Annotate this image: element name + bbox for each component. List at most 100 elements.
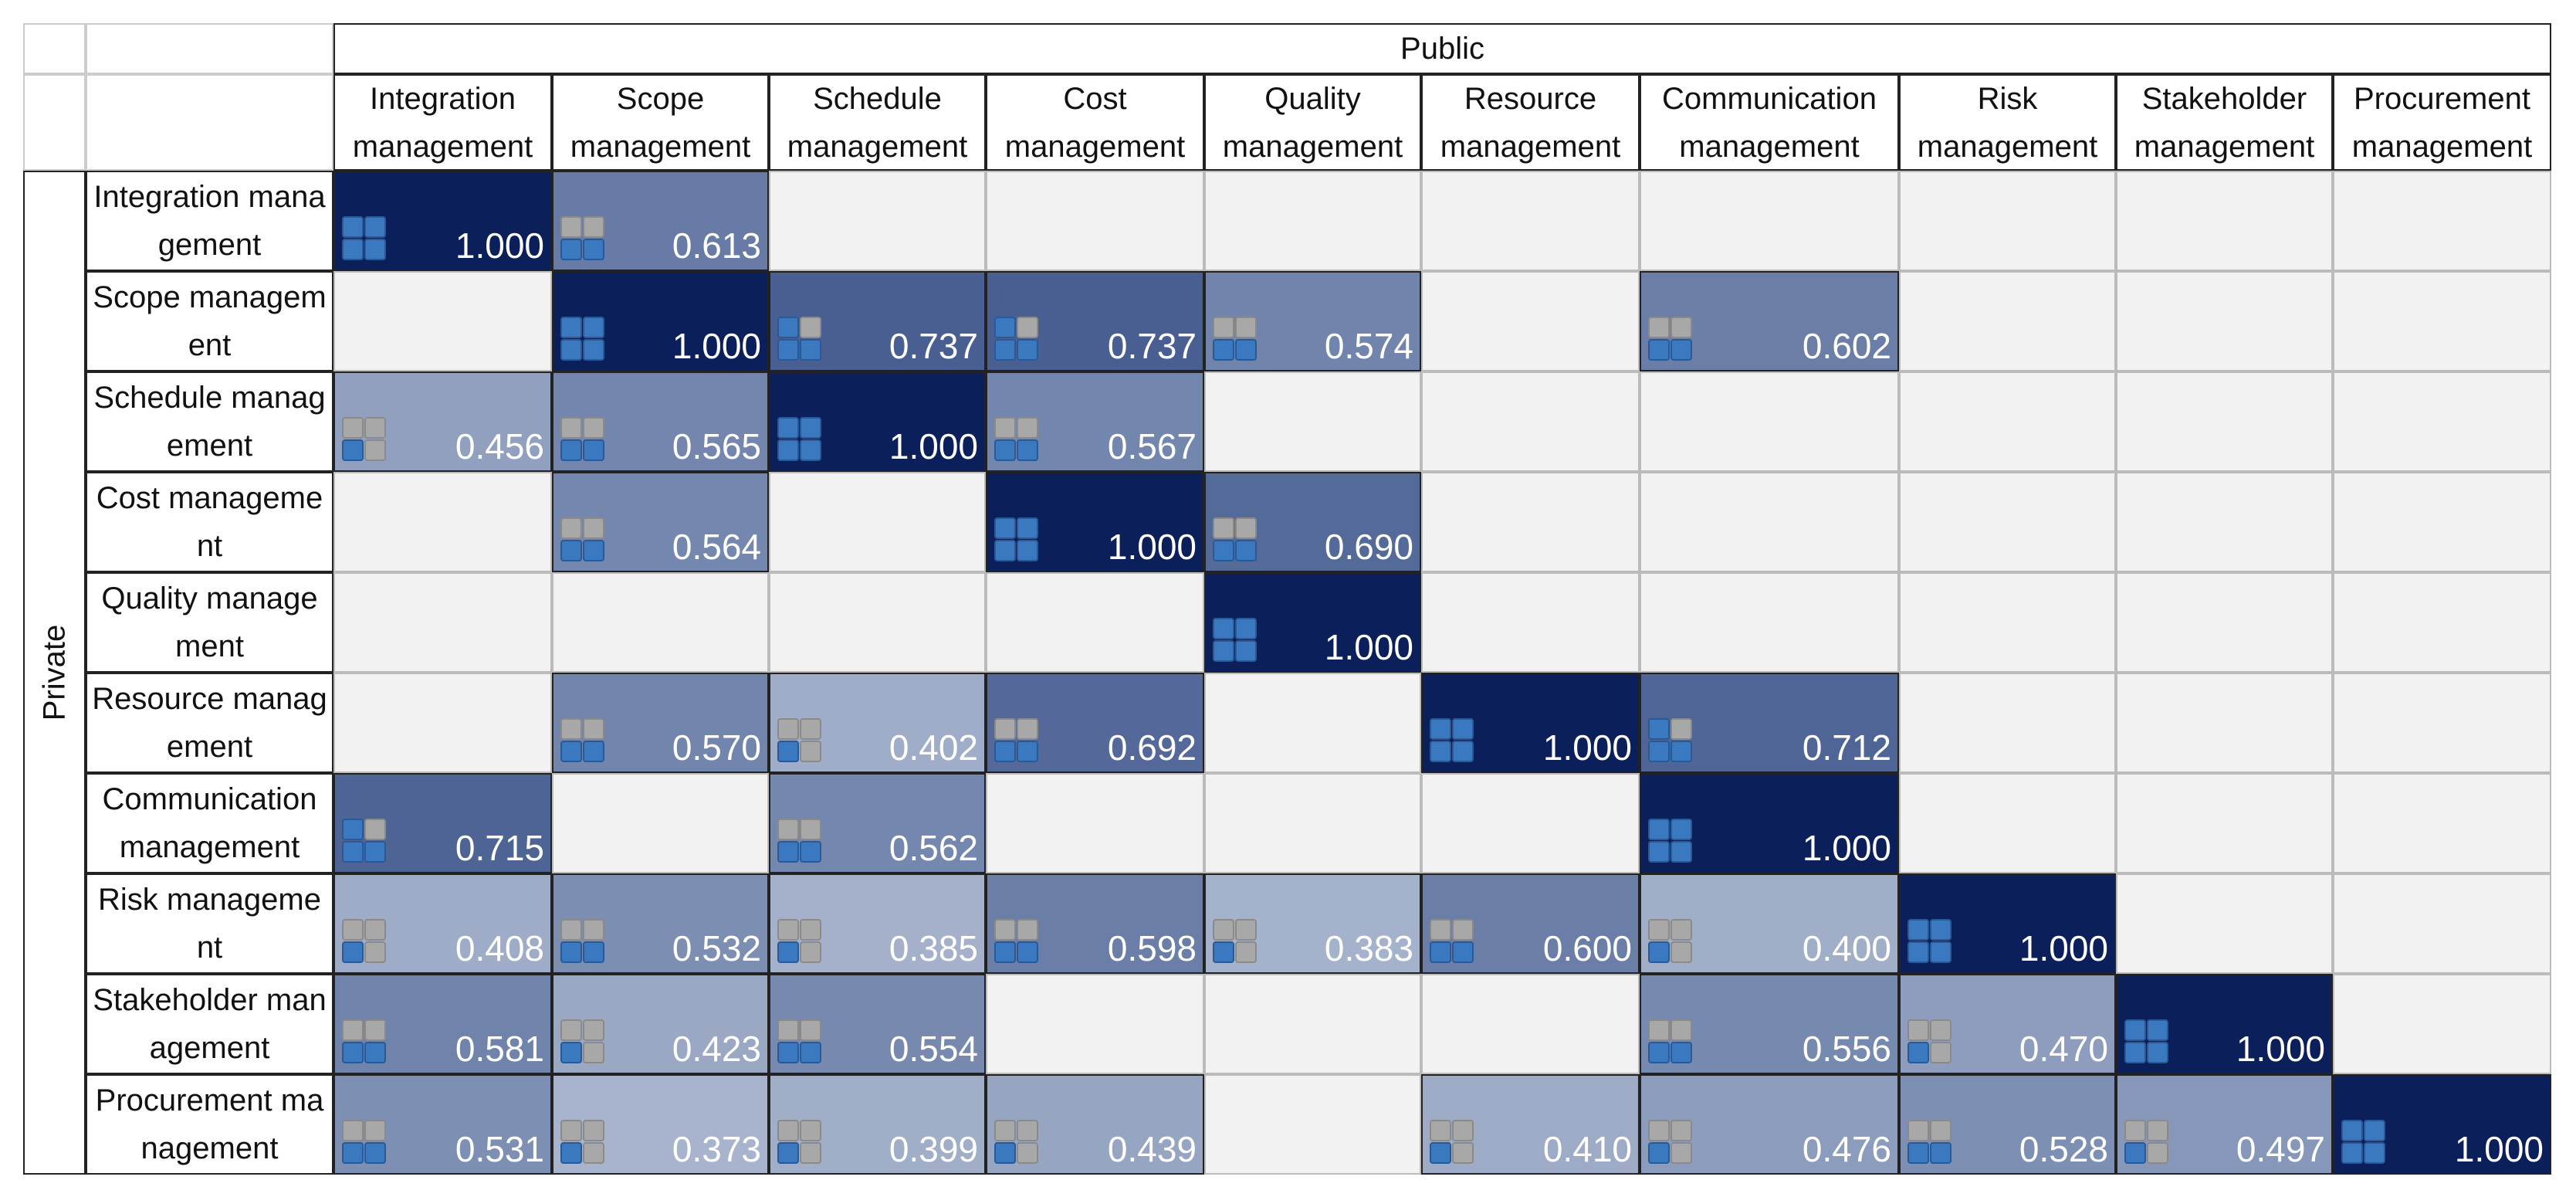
quarter-icon (560, 317, 604, 361)
cell-value: 1.000 (1542, 727, 1632, 768)
quarter-icon (1648, 1120, 1692, 1164)
cell-value: 0.600 (1542, 928, 1632, 968)
cell-value: 0.531 (455, 1129, 544, 1169)
quarter-icon (1213, 618, 1257, 662)
cell-value: 0.402 (889, 727, 978, 768)
cell (2116, 472, 2333, 572)
quarter-icon (1907, 1019, 1951, 1063)
row-header: Risk management (86, 873, 333, 974)
row-header: Procurement management (86, 1074, 333, 1175)
cell (1640, 472, 1899, 572)
quarter-icon (2124, 1120, 2168, 1164)
cell-value: 1.000 (1802, 828, 1891, 868)
cell (1899, 572, 2116, 673)
quarter-icon (994, 1120, 1038, 1164)
cell-value: 1.000 (2454, 1129, 2544, 1169)
cell-value: 0.690 (1324, 527, 1413, 567)
cell (1204, 974, 1421, 1074)
quarter-icon (1648, 919, 1692, 963)
column-header: Quality management (1204, 74, 1421, 171)
cell (769, 572, 986, 673)
cell-value: 0.373 (672, 1129, 761, 1169)
cell (1899, 472, 2116, 572)
quarter-icon (1648, 1019, 1692, 1063)
quarter-icon (2124, 1019, 2168, 1063)
cell: 0.400 (1640, 873, 1899, 974)
cell (333, 271, 552, 371)
cell-value: 0.602 (1802, 326, 1891, 366)
quarter-icon (777, 1120, 821, 1164)
cell-value: 0.570 (672, 727, 761, 768)
cell-value: 0.408 (455, 928, 544, 968)
column-header: Stakeholder management (2116, 74, 2333, 171)
cell (2333, 572, 2551, 673)
cell-value: 0.564 (672, 527, 761, 567)
cell (986, 171, 1204, 271)
cell: 0.598 (986, 873, 1204, 974)
row-header: Scope management (86, 271, 333, 371)
quarter-icon (777, 417, 821, 461)
cell: 0.383 (1204, 873, 1421, 974)
row-header: Schedule management (86, 371, 333, 472)
cell (1899, 371, 2116, 472)
cell (1421, 171, 1640, 271)
cell (2333, 371, 2551, 472)
row-header: Resource management (86, 673, 333, 773)
cell: 0.565 (552, 371, 769, 472)
quarter-icon (1213, 517, 1257, 561)
column-header: Cost management (986, 74, 1204, 171)
cell-value: 0.385 (889, 928, 978, 968)
row-header: Quality management (86, 572, 333, 673)
quarter-icon (560, 1120, 604, 1164)
cell (986, 974, 1204, 1074)
column-header: Schedule management (769, 74, 986, 171)
quarter-icon (994, 718, 1038, 762)
cell: 0.602 (1640, 271, 1899, 371)
cell-value: 0.574 (1324, 326, 1413, 366)
cell-value: 0.439 (1107, 1129, 1197, 1169)
quarter-icon (1648, 819, 1692, 863)
column-header: Communication management (1640, 74, 1899, 171)
cell (1421, 974, 1640, 1074)
cell (769, 171, 986, 271)
cell: 0.423 (552, 974, 769, 1074)
quarter-icon (560, 718, 604, 762)
cell-value: 1.000 (1324, 627, 1413, 667)
cell: 0.712 (1640, 673, 1899, 773)
cell-value: 0.562 (889, 828, 978, 868)
cell (2116, 673, 2333, 773)
cell-value: 0.497 (2236, 1129, 2325, 1169)
cell-value: 1.000 (1107, 527, 1197, 567)
cell: 0.737 (769, 271, 986, 371)
cell: 0.564 (552, 472, 769, 572)
quarter-icon (1430, 919, 1474, 963)
cell: 0.497 (2116, 1074, 2333, 1175)
quarter-icon (777, 1019, 821, 1063)
cell (2333, 974, 2551, 1074)
cell: 1.000 (769, 371, 986, 472)
cell: 0.554 (769, 974, 986, 1074)
cell (333, 472, 552, 572)
cell-value: 0.715 (455, 828, 544, 868)
quarter-icon (342, 216, 386, 260)
quarter-icon (777, 819, 821, 863)
quarter-icon (342, 1019, 386, 1063)
cell-value: 0.476 (1802, 1129, 1891, 1169)
cell: 0.737 (986, 271, 1204, 371)
blank-cell (23, 23, 86, 74)
quarter-icon (994, 517, 1038, 561)
cell (1421, 371, 1640, 472)
cell: 0.456 (333, 371, 552, 472)
quarter-icon (560, 417, 604, 461)
cell (2116, 773, 2333, 873)
cell (2333, 171, 2551, 271)
quarter-icon (342, 417, 386, 461)
cell: 1.000 (2116, 974, 2333, 1074)
cell-value: 0.456 (455, 426, 544, 466)
cell-value: 0.613 (672, 225, 761, 266)
quarter-icon (342, 919, 386, 963)
cell (1204, 673, 1421, 773)
cell-value: 1.000 (889, 426, 978, 466)
cell (2116, 873, 2333, 974)
